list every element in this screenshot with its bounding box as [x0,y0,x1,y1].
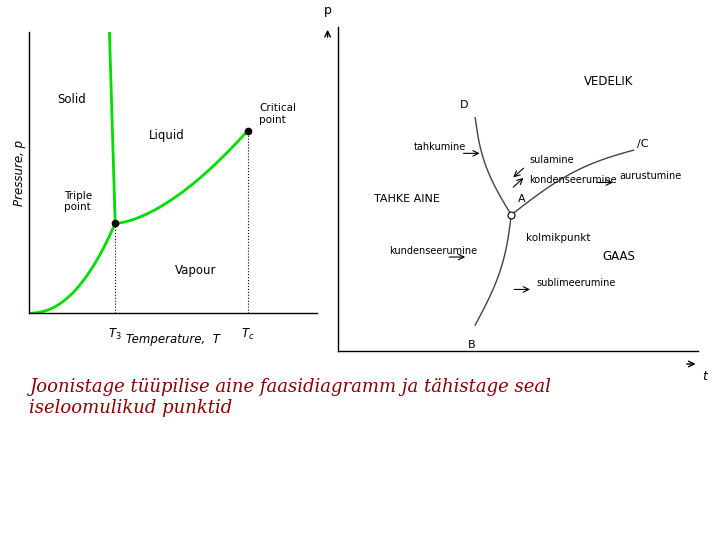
Text: Joonistage tüüpilise aine faasidiagramm ja tähistage seal
iseloomulikud punktid: Joonistage tüüpilise aine faasidiagramm … [29,378,551,417]
Text: D: D [459,100,468,110]
Text: Triple
point: Triple point [63,191,92,212]
Text: p: p [324,4,331,17]
Text: t: t [702,370,707,383]
Text: kondenseerumine: kondenseerumine [529,174,617,185]
Text: sulamine: sulamine [529,155,574,165]
Text: Critical
point: Critical point [259,104,296,125]
Text: Solid: Solid [58,92,86,106]
X-axis label: Temperature,  T: Temperature, T [126,333,220,346]
Text: B: B [468,340,475,350]
Text: kundenseerumine: kundenseerumine [389,246,477,256]
Text: A: A [518,194,526,204]
Text: kolmikpunkt: kolmikpunkt [526,233,590,243]
Text: VEDELIK: VEDELIK [584,75,633,89]
Text: /C: /C [637,139,649,149]
Text: TAHKE AINE: TAHKE AINE [374,194,440,204]
Text: Liquid: Liquid [149,129,185,142]
Y-axis label: Pressure, p: Pressure, p [13,140,26,206]
Text: sublimeerumine: sublimeerumine [536,278,616,288]
Text: GAAS: GAAS [603,250,636,264]
Text: tahkumine: tahkumine [414,142,467,152]
Text: aurustumine: aurustumine [619,171,681,181]
Text: Vapour: Vapour [175,264,217,277]
Text: $T_3$: $T_3$ [108,327,122,342]
Text: $T_c$: $T_c$ [241,327,254,342]
